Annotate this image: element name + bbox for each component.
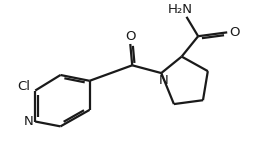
- Text: O: O: [125, 30, 136, 43]
- Text: Cl: Cl: [17, 80, 30, 93]
- Text: N: N: [24, 115, 33, 128]
- Text: H₂N: H₂N: [168, 3, 193, 16]
- Text: O: O: [230, 26, 240, 39]
- Text: N: N: [158, 74, 168, 87]
